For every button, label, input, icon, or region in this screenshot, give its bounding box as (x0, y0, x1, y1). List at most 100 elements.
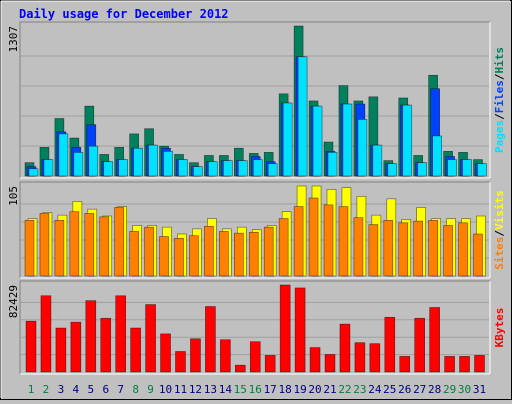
bar (398, 222, 409, 277)
bar (175, 351, 186, 373)
bar (223, 160, 233, 177)
legend-separator: / (493, 230, 506, 237)
bar (70, 321, 82, 373)
bar (263, 226, 274, 277)
bar (103, 161, 114, 177)
bar (208, 161, 218, 177)
x-tick-label: 20 (308, 383, 321, 396)
legend-separator: / (493, 73, 506, 80)
x-tick-label: 6 (102, 383, 109, 396)
x-tick-label: 15 (234, 383, 247, 396)
bar (297, 56, 308, 177)
bar (133, 147, 143, 177)
bar (145, 304, 156, 373)
legend-entry: KBytes (493, 308, 506, 348)
bar (413, 220, 424, 277)
bar (115, 295, 126, 373)
x-tick-label: 25 (383, 383, 396, 396)
bar (384, 316, 396, 373)
x-tick-label: 7 (117, 383, 124, 396)
bar (462, 159, 472, 177)
bar (369, 343, 381, 373)
bar (324, 354, 336, 373)
bar (354, 342, 366, 373)
bar (278, 218, 289, 277)
bar (190, 338, 201, 373)
legend-entry: Pages (493, 120, 506, 153)
chart-title: Daily usage for December 2012 (19, 7, 229, 21)
bar (342, 103, 353, 177)
legend-entry: Visits (493, 190, 506, 230)
bar (402, 104, 413, 177)
bar (88, 145, 99, 177)
bar (55, 327, 67, 373)
bar (368, 224, 379, 277)
bar (144, 226, 154, 277)
bar (267, 163, 278, 177)
bar (99, 216, 110, 277)
legend-separator: / (493, 113, 506, 120)
bar (189, 235, 199, 277)
x-tick-label: 26 (398, 383, 411, 396)
bar (323, 204, 334, 277)
bar (417, 162, 428, 177)
bar (293, 206, 304, 277)
x-tick-label: 23 (353, 383, 366, 396)
x-tick-label: 11 (174, 383, 187, 396)
bar (252, 159, 263, 177)
bar (40, 295, 52, 373)
bar (383, 219, 394, 277)
bar (130, 327, 141, 373)
x-tick-label: 5 (87, 383, 94, 396)
bar (25, 320, 37, 373)
bar (414, 317, 426, 373)
x-tick-label: 24 (368, 383, 382, 396)
x-tick-label: 2 (43, 383, 50, 396)
y-tick-label: 1307 (7, 26, 20, 53)
bar (279, 284, 291, 373)
bar (447, 159, 457, 177)
x-tick-label: 12 (189, 383, 202, 396)
x-tick-label: 10 (159, 383, 172, 396)
x-tick-label: 17 (264, 383, 277, 396)
bar (235, 364, 246, 373)
bar (148, 144, 158, 177)
bar (54, 219, 65, 277)
x-tick-label: 16 (249, 383, 262, 396)
bar (339, 323, 351, 373)
x-tick-label: 4 (73, 383, 80, 396)
bar (28, 168, 39, 177)
bar (458, 222, 468, 277)
legend: Pages/Files/Hits (493, 47, 506, 153)
bar (249, 341, 261, 373)
bar (234, 232, 244, 277)
x-tick-label: 21 (323, 383, 336, 396)
bar (220, 339, 231, 373)
bar (353, 217, 364, 277)
bar (43, 159, 54, 177)
legend-entry: Hits (493, 47, 506, 74)
legend-entry: Sites (493, 237, 506, 270)
bar (163, 151, 173, 177)
legend: Sites/Visits (493, 190, 506, 270)
bar (477, 163, 487, 177)
bar (459, 356, 470, 373)
x-tick-label: 1 (28, 383, 35, 396)
bar (473, 233, 483, 277)
bar (338, 206, 349, 277)
bar (387, 163, 398, 177)
bar (219, 231, 229, 277)
bar (39, 213, 50, 277)
bar (193, 166, 203, 177)
bar (372, 144, 383, 177)
bar (58, 133, 69, 177)
bar (248, 231, 259, 277)
x-tick-label: 27 (413, 383, 426, 396)
x-tick-label: 31 (473, 383, 486, 396)
bar (24, 219, 35, 277)
bar (174, 237, 184, 277)
bar (308, 197, 319, 277)
x-tick-label: 18 (279, 383, 292, 396)
x-tick-label: 9 (147, 383, 154, 396)
bar (73, 152, 84, 177)
